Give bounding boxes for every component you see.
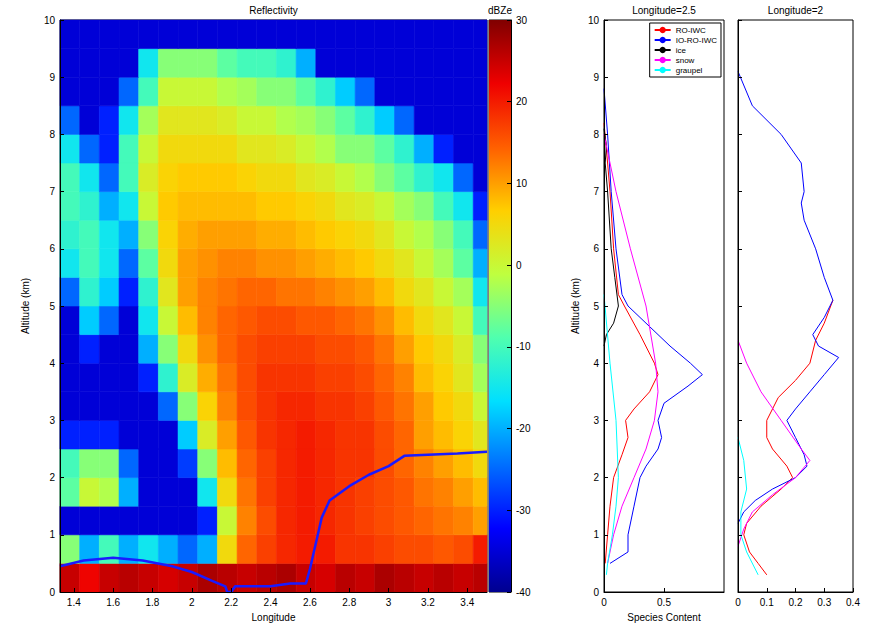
svg-text:2: 2 [593, 472, 599, 483]
svg-text:1: 1 [593, 529, 599, 540]
svg-text:10: 10 [516, 178, 528, 189]
svg-text:7: 7 [49, 186, 55, 197]
svg-text:7: 7 [593, 186, 599, 197]
svg-text:Longitude=2: Longitude=2 [768, 5, 824, 16]
svg-text:0.3: 0.3 [817, 597, 831, 608]
svg-text:0: 0 [735, 597, 741, 608]
svg-text:0: 0 [601, 597, 607, 608]
svg-text:dBZe: dBZe [488, 5, 512, 16]
svg-text:IO-RO-IWC: IO-RO-IWC [676, 36, 718, 45]
svg-text:2: 2 [189, 597, 195, 608]
svg-text:8: 8 [593, 129, 599, 140]
svg-text:3: 3 [386, 597, 392, 608]
svg-text:0: 0 [49, 587, 55, 598]
svg-text:1.6: 1.6 [106, 597, 120, 608]
svg-text:0.2: 0.2 [789, 597, 803, 608]
svg-text:3.2: 3.2 [421, 597, 435, 608]
svg-text:2.6: 2.6 [303, 597, 317, 608]
svg-text:2.2: 2.2 [224, 597, 238, 608]
svg-text:6: 6 [593, 243, 599, 254]
svg-text:snow: snow [676, 56, 695, 65]
svg-text:Altitude (km): Altitude (km) [570, 278, 581, 334]
svg-text:ice: ice [676, 46, 687, 55]
svg-text:0: 0 [516, 260, 522, 271]
svg-text:5: 5 [49, 301, 55, 312]
svg-text:5: 5 [593, 301, 599, 312]
svg-text:6: 6 [49, 243, 55, 254]
svg-text:10: 10 [44, 15, 56, 26]
svg-text:2.4: 2.4 [264, 597, 278, 608]
svg-text:2: 2 [49, 472, 55, 483]
svg-text:2.8: 2.8 [342, 597, 356, 608]
svg-text:1.4: 1.4 [67, 597, 81, 608]
svg-text:4: 4 [49, 358, 55, 369]
svg-text:1.8: 1.8 [146, 597, 160, 608]
svg-text:20: 20 [516, 96, 528, 107]
svg-text:3: 3 [49, 415, 55, 426]
svg-text:RO-IWC: RO-IWC [676, 26, 706, 35]
svg-text:-10: -10 [516, 341, 531, 352]
svg-text:4: 4 [593, 358, 599, 369]
svg-text:30: 30 [516, 15, 528, 26]
svg-text:0.5: 0.5 [657, 597, 671, 608]
svg-text:-20: -20 [516, 423, 531, 434]
svg-text:9: 9 [593, 72, 599, 83]
svg-text:Species Content: Species Content [627, 612, 701, 623]
svg-text:0: 0 [593, 587, 599, 598]
svg-text:0.1: 0.1 [760, 597, 774, 608]
svg-text:Altitude (km): Altitude (km) [20, 278, 31, 334]
svg-text:Longitude: Longitude [252, 612, 296, 623]
svg-text:1: 1 [49, 529, 55, 540]
svg-text:Reflectivity: Reflectivity [249, 5, 297, 16]
svg-text:10: 10 [588, 15, 600, 26]
svg-text:3: 3 [593, 415, 599, 426]
svg-text:3.4: 3.4 [460, 597, 474, 608]
svg-text:8: 8 [49, 129, 55, 140]
svg-text:-40: -40 [516, 587, 531, 598]
svg-text:-30: -30 [516, 505, 531, 516]
svg-text:Longitude=2.5: Longitude=2.5 [632, 5, 696, 16]
svg-text:graupel: graupel [676, 66, 703, 75]
svg-text:9: 9 [49, 72, 55, 83]
svg-text:0.4: 0.4 [846, 597, 860, 608]
